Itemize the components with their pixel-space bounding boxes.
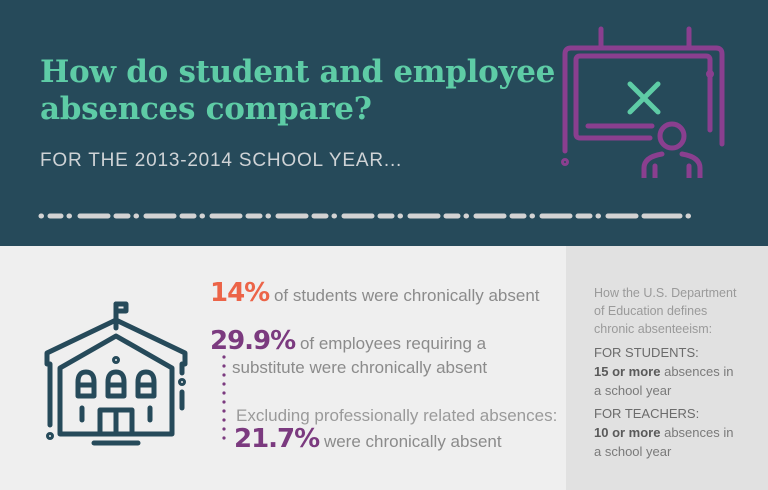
header-banner [0, 0, 768, 246]
dotted-connector [221, 354, 227, 444]
stat-employees-text: of employees requiring a [299, 334, 487, 353]
chalkboard-x-teacher-icon [560, 26, 730, 181]
stat-excluding-text: were chronically absent [323, 432, 502, 451]
stat-students-text: of students were chronically absent [273, 286, 540, 305]
sidebar-teachers-heading: FOR TEACHERS: [594, 406, 700, 421]
sidebar-intro: How the U.S. Department of Education def… [594, 286, 737, 336]
stat-students-value: 14% [210, 278, 270, 308]
sidebar-students-text: 15 or more absences in a school year [594, 362, 744, 400]
sidebar-teachers-bold: 10 or more [594, 425, 661, 440]
sidebar-students-bold: 15 or more [594, 364, 661, 379]
stat-employees-text-cont: substitute were chronically absent [232, 358, 488, 377]
excluding-label: Excluding professionally related absence… [236, 406, 558, 425]
stat-excluding: 21.7% were chronically absent [234, 426, 502, 453]
stat-employees-value: 29.9% [210, 326, 296, 356]
page-title: How do student and employee absences com… [40, 54, 556, 127]
definition-sidebar [566, 246, 768, 490]
stats-panel [0, 246, 566, 490]
sidebar-students-heading: FOR STUDENTS: [594, 345, 699, 360]
stat-students: 14% of students were chronically absent [210, 280, 540, 307]
stat-excluding-value: 21.7% [234, 424, 320, 454]
dash-dot-divider [38, 212, 691, 219]
sidebar-students-rest: absences in a school year [594, 364, 734, 398]
subtitle: FOR THE 2013-2014 SCHOOL YEAR... [40, 150, 403, 171]
sidebar-teachers-text: 10 or more absences in a school year [594, 423, 744, 461]
stat-employees: 29.9% of employees requiring a [210, 328, 487, 355]
school-building-icon [42, 298, 192, 448]
sidebar-teachers-rest: absences in a school year [594, 425, 734, 459]
